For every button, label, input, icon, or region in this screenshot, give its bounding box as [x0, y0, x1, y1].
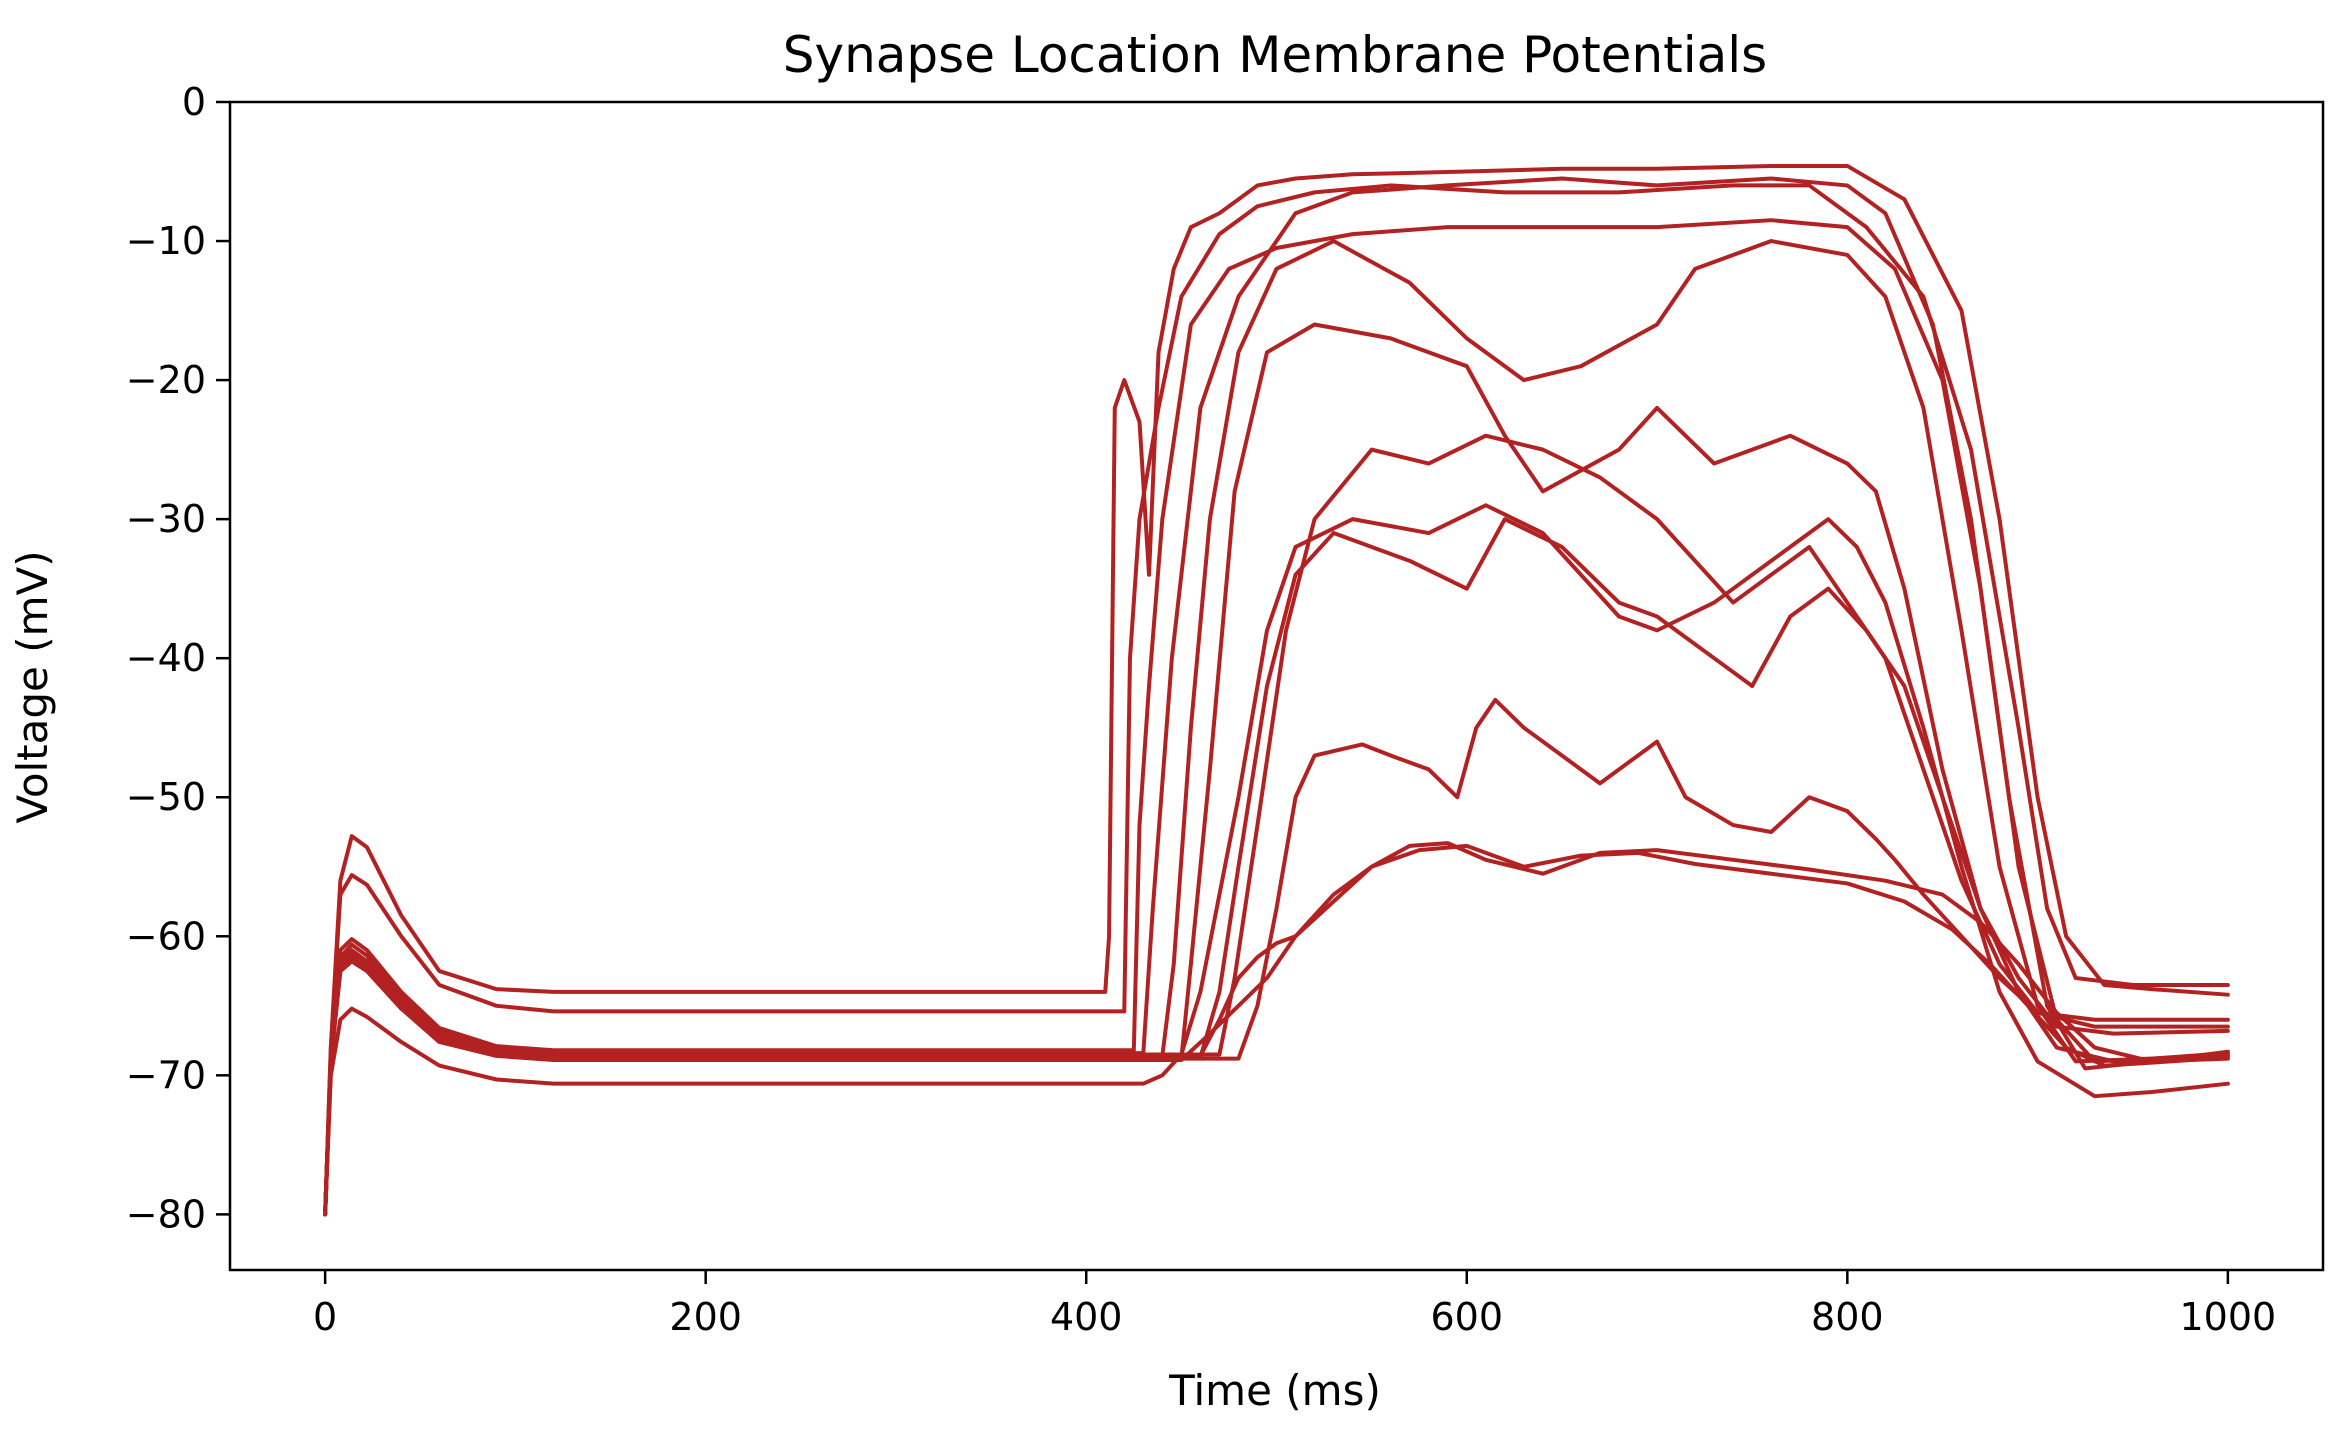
series-layer	[323, 163, 2230, 1217]
series-line-2	[323, 183, 2230, 1217]
series-line-8	[323, 517, 2230, 1217]
y-tick-label: −60	[126, 914, 206, 958]
chart-title: Synapse Location Membrane Potentials	[783, 26, 1767, 84]
y-tick-label: −40	[126, 636, 206, 680]
y-tick-label: −30	[126, 497, 206, 541]
x-tick-label: 400	[1050, 1295, 1123, 1339]
plot-frame	[228, 100, 2325, 1272]
y-tick-label: −50	[126, 775, 206, 819]
x-tick-label: 0	[313, 1295, 337, 1339]
y-axis-label: Voltage (mV)	[8, 550, 57, 823]
y-tick-label: −80	[126, 1192, 206, 1236]
series-line-12	[323, 843, 2230, 1217]
y-tick-label: 0	[182, 80, 206, 124]
series-line-4	[323, 176, 2230, 1217]
series-line-7	[323, 503, 2230, 1217]
axes-layer: 0 200 400 600 800 1000 0 −10 −20 −30 −40 −50 −60 −70 −…	[126, 80, 2325, 1339]
x-tick-label: 1000	[2180, 1295, 2277, 1339]
series-line-9	[323, 433, 2230, 1217]
y-tick-label: −10	[126, 219, 206, 263]
x-axis-label: Time (ms)	[1168, 1366, 1381, 1415]
y-tick-label: −20	[126, 358, 206, 402]
series-line-1	[323, 163, 2230, 1217]
x-tick-label: 800	[1811, 1295, 1884, 1339]
x-tick-label: 200	[669, 1295, 742, 1339]
y-tick-label: −70	[126, 1053, 206, 1097]
series-line-6	[323, 322, 2230, 1217]
series-line-10	[323, 697, 2230, 1217]
x-tick-label: 600	[1431, 1295, 1504, 1339]
